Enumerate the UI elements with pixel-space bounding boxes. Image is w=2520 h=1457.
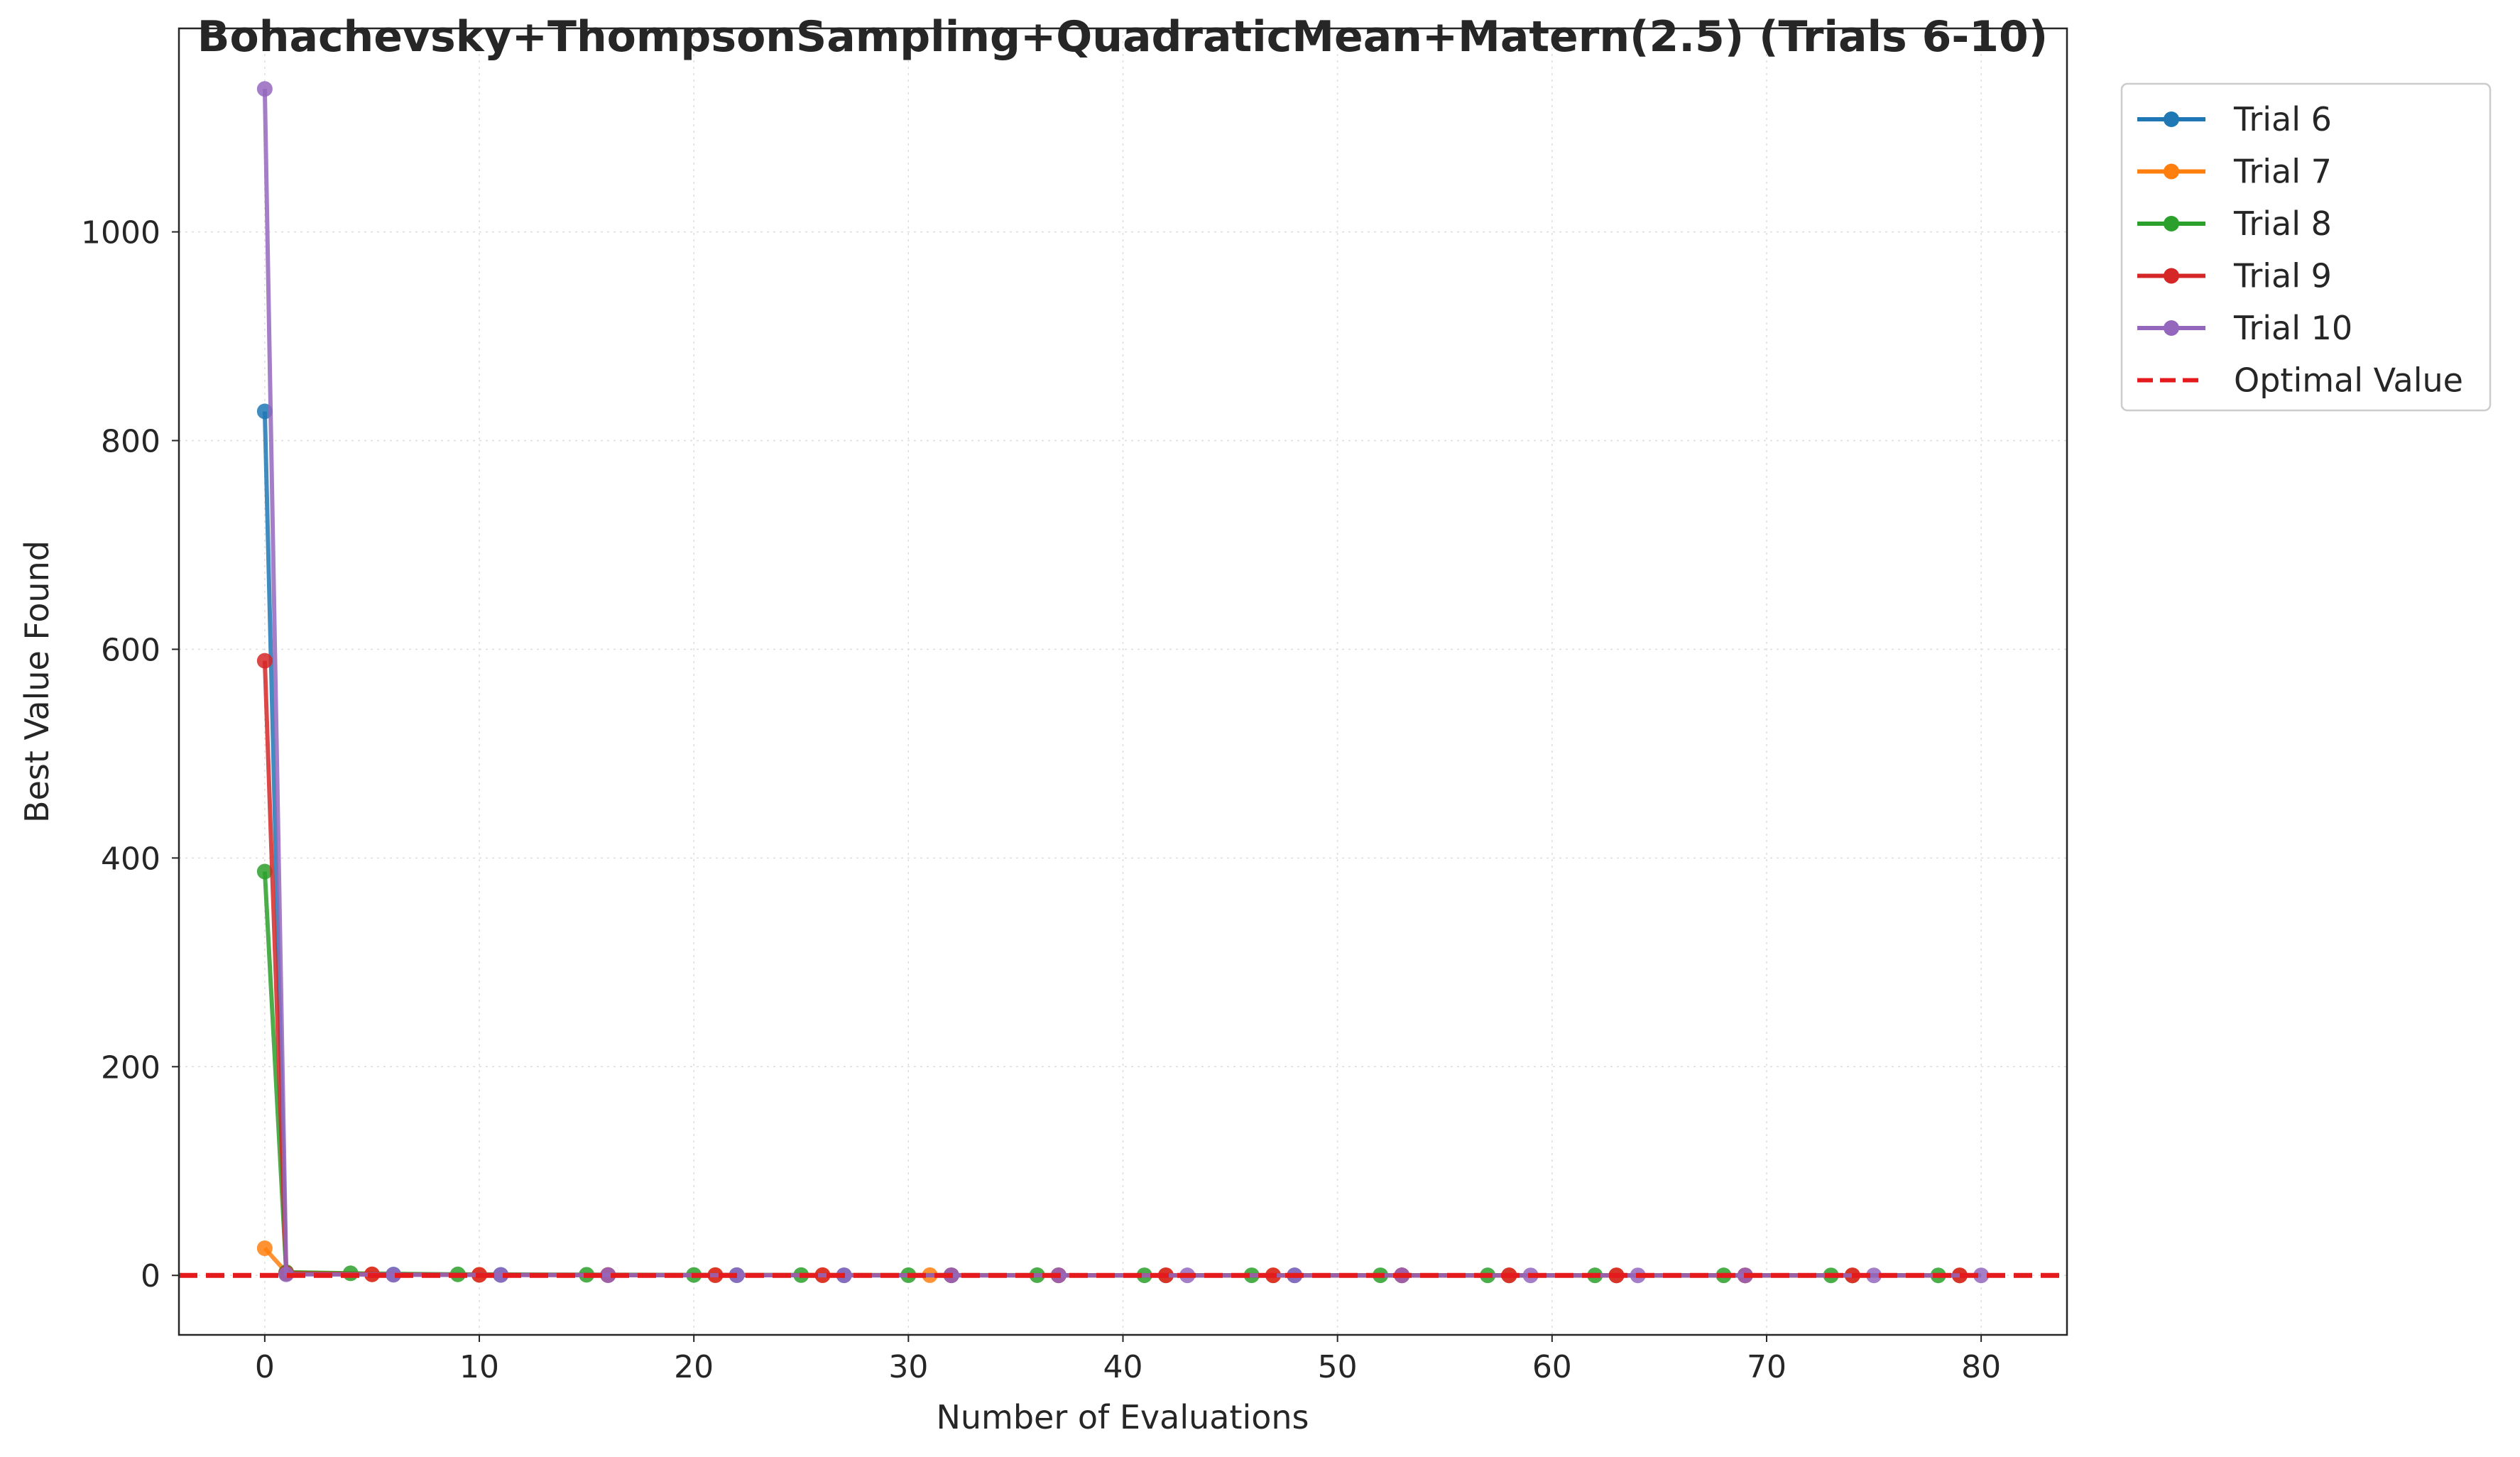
x-tick-label: 80 xyxy=(1961,1349,2001,1385)
legend-label-trial-10: Trial 10 xyxy=(2233,309,2352,347)
data-point-trial-10 xyxy=(1866,1267,1882,1284)
x-tick-label: 40 xyxy=(1103,1349,1143,1385)
legend-marker-trial-6 xyxy=(2164,111,2179,127)
chart-title: Bohachevsky+ThompsonSampling+QuadraticMe… xyxy=(197,12,2048,62)
legend-label-trial-6: Trial 6 xyxy=(2233,100,2332,138)
legend-marker-trial-9 xyxy=(2164,268,2179,284)
y-tick-label: 400 xyxy=(101,841,160,877)
data-point-trial-10 xyxy=(600,1267,616,1283)
data-point-trial-10 xyxy=(493,1267,509,1283)
x-tick-label: 0 xyxy=(255,1349,275,1385)
x-tick-label: 30 xyxy=(888,1349,928,1385)
x-tick-label: 20 xyxy=(674,1349,714,1385)
legend-label-optimal-value: Optimal Value xyxy=(2234,361,2463,400)
legend-label-trial-7: Trial 7 xyxy=(2233,153,2332,191)
x-tick-label: 70 xyxy=(1747,1349,1787,1385)
legend-box xyxy=(2120,82,2492,412)
x-axis-label: Number of Evaluations xyxy=(936,1398,1309,1436)
y-tick-label: 800 xyxy=(101,424,160,460)
y-axis-label: Best Value Found xyxy=(18,540,56,823)
legend-label-trial-8: Trial 8 xyxy=(2233,204,2332,243)
y-tick-label: 600 xyxy=(101,632,160,668)
legend: Trial 6 Trial 7 Trial 8 Trial 9 Trial 10 Opti… xyxy=(2120,82,2492,412)
legend-label-trial-9: Trial 9 xyxy=(2233,257,2332,295)
legend-marker-trial-8 xyxy=(2164,216,2179,231)
data-point-trial-10 xyxy=(256,81,273,97)
grid xyxy=(179,28,2067,1335)
data-point-trial-10 xyxy=(278,1266,295,1282)
data-point-trial-10 xyxy=(386,1267,402,1283)
plot-series xyxy=(179,81,2067,1284)
x-tick-label: 10 xyxy=(459,1349,499,1385)
x-tick-label: 50 xyxy=(1318,1349,1358,1385)
legend-marker-trial-7 xyxy=(2164,163,2179,180)
data-point-trial-9 xyxy=(256,653,273,669)
data-point-trial-8 xyxy=(256,863,273,880)
y-tick-label: 1000 xyxy=(81,215,160,251)
x-tick-label: 60 xyxy=(1532,1349,1572,1385)
y-tick-label: 0 xyxy=(141,1258,160,1294)
data-point-trial-10 xyxy=(1973,1267,1990,1284)
data-point-trial-7 xyxy=(256,1240,273,1257)
legend-marker-trial-10 xyxy=(2164,320,2179,336)
y-tick-label: 200 xyxy=(101,1049,160,1086)
